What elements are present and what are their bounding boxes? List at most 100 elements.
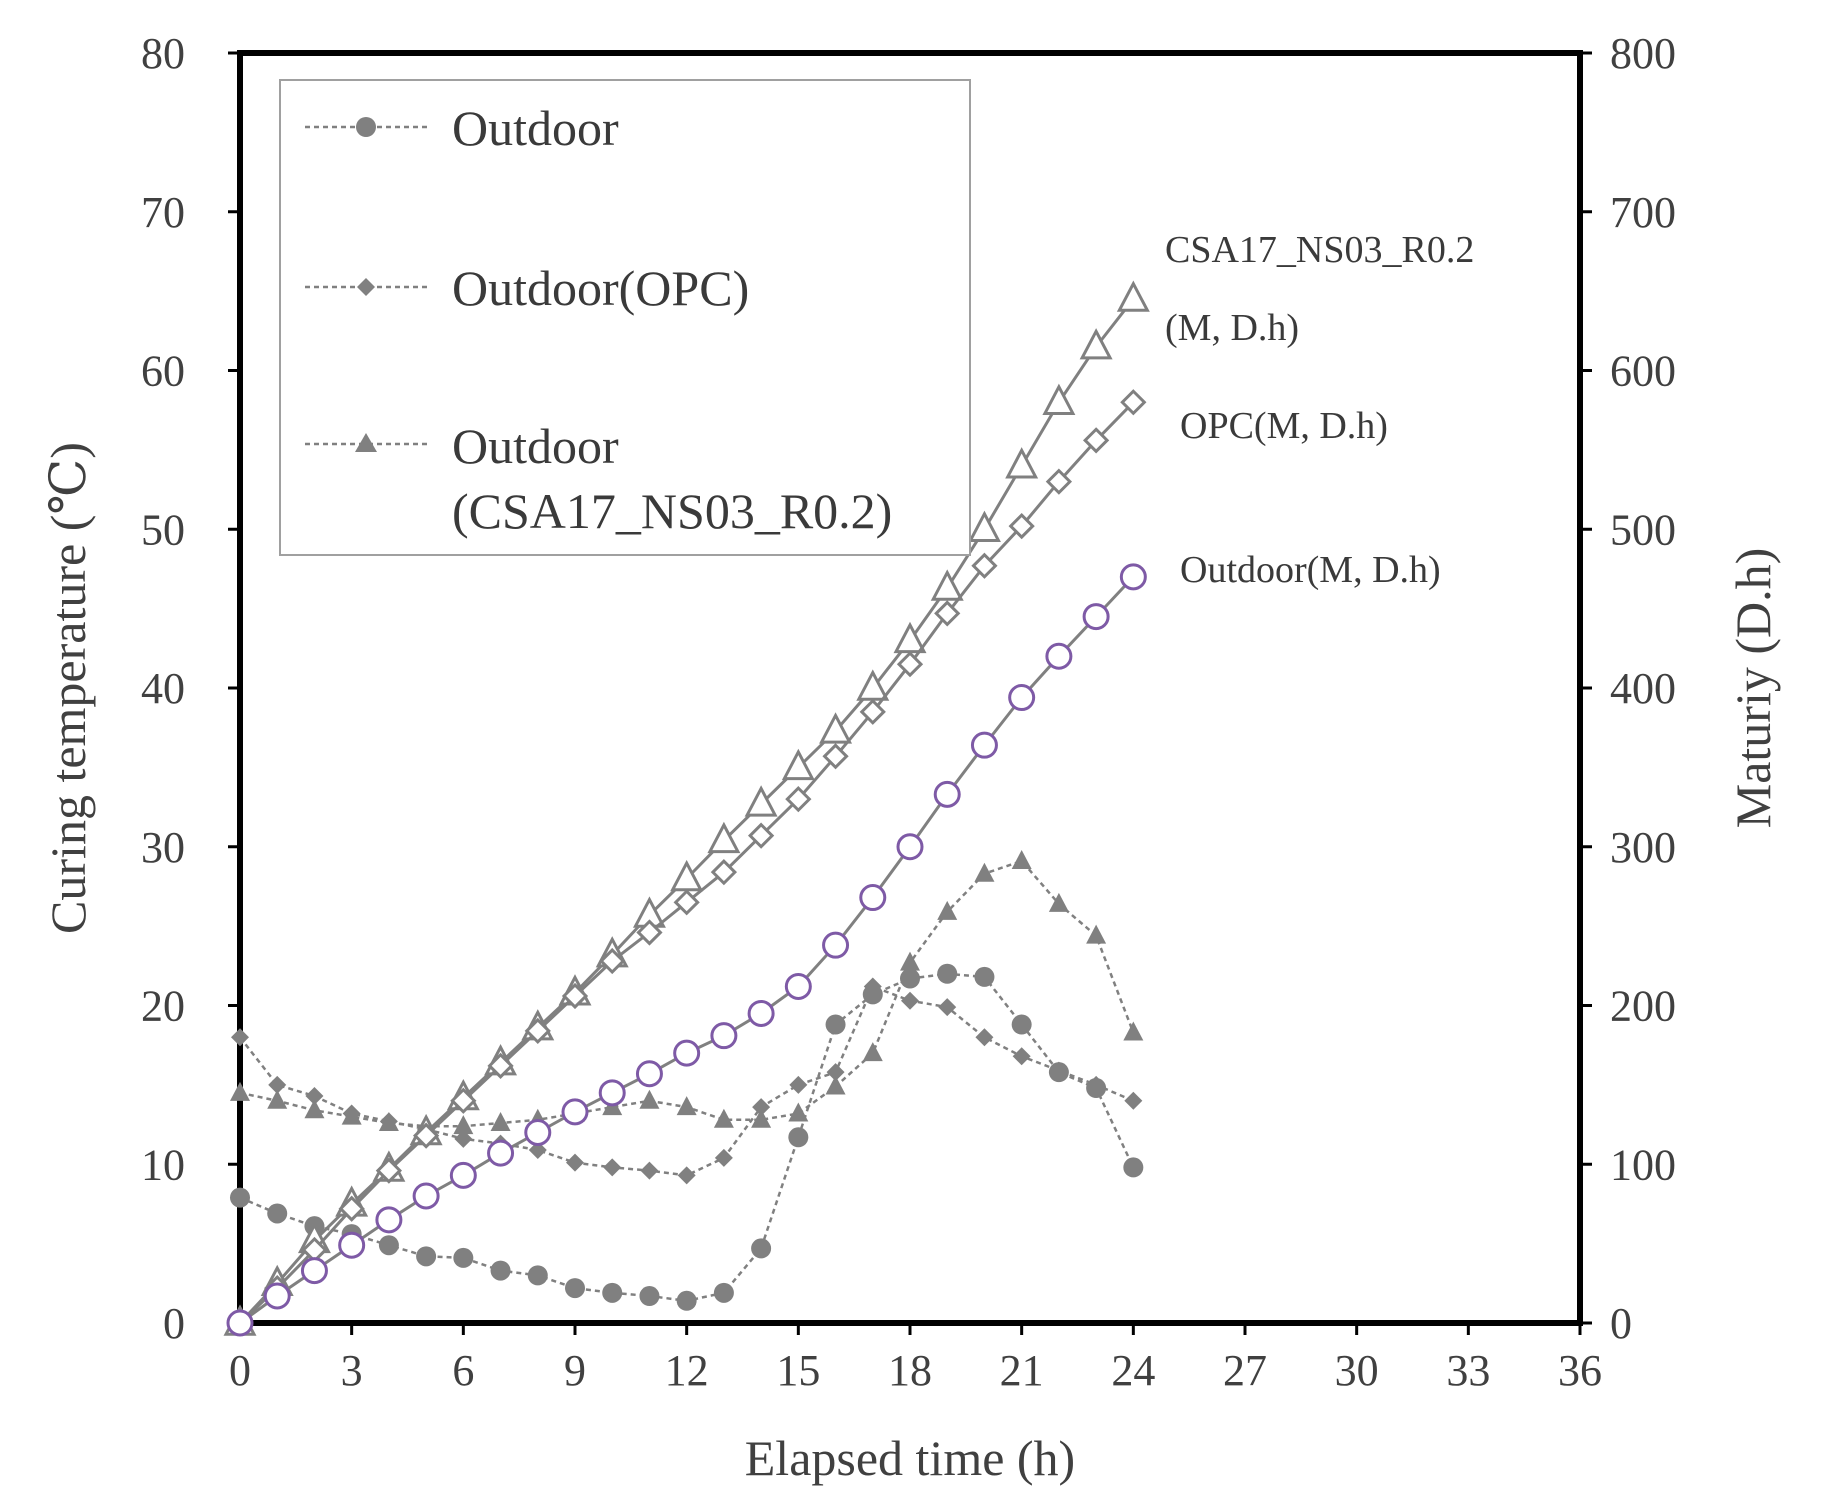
- series-5-point: [970, 731, 998, 759]
- legend-marker-triangle: [355, 433, 377, 452]
- series-1-point: [975, 1028, 994, 1047]
- series-2-point: [1048, 892, 1069, 912]
- series-1-point: [714, 1148, 733, 1167]
- series-3-point: [1042, 383, 1076, 415]
- series-2-point: [825, 1075, 846, 1095]
- series-4-point: [1120, 389, 1147, 416]
- series-4-point: [1045, 468, 1073, 495]
- series-layer: [223, 280, 1150, 1337]
- y-right-tick-label: 600: [1610, 347, 1676, 396]
- series-3-point: [1005, 447, 1039, 479]
- series-1-point: [677, 1166, 696, 1185]
- series-5-point: [635, 1060, 663, 1088]
- series-3-point: [930, 569, 964, 601]
- series-1-point: [826, 1063, 845, 1082]
- series-2-point: [788, 1102, 809, 1122]
- series-5-point: [896, 833, 924, 861]
- series-4-point: [785, 786, 812, 813]
- series-5-point: [1008, 684, 1036, 712]
- series-1-point: [305, 1086, 324, 1105]
- series-0-point: [267, 1203, 288, 1224]
- series-4-point: [636, 919, 663, 946]
- x-tick-label: 9: [564, 1346, 586, 1395]
- series-3-point: [1079, 328, 1113, 360]
- x-tick-label: 18: [888, 1346, 932, 1395]
- series-1-point: [1049, 1061, 1068, 1080]
- series-2-point: [230, 1081, 250, 1101]
- series-2-point: [639, 1089, 660, 1109]
- series-2-point: [937, 900, 958, 920]
- series-5-point: [747, 999, 775, 1027]
- annotations: CSA17_NS03_R0.2 (M, D.h) OPC(M, D.h) Out…: [1165, 229, 1474, 591]
- series-5-point: [933, 780, 961, 808]
- series-0-point: [788, 1127, 809, 1148]
- legend-entry-outdoor: Outdoor: [305, 100, 619, 156]
- series-5-point: [710, 1022, 738, 1050]
- x-tick-label: 33: [1446, 1346, 1490, 1395]
- series-4-point: [599, 947, 626, 975]
- series-2-point: [1123, 1021, 1144, 1041]
- series-4-point: [338, 1195, 365, 1222]
- series-5-point: [449, 1161, 477, 1189]
- x-tick-label: 36: [1558, 1346, 1602, 1395]
- series-1-point: [1124, 1091, 1143, 1110]
- series-5-point: [859, 884, 887, 912]
- series-4-point: [524, 1017, 551, 1045]
- series-4-point: [822, 743, 849, 770]
- series-5-point: [1119, 563, 1147, 591]
- series-4-point: [747, 822, 775, 849]
- series-1-point: [1012, 1047, 1031, 1066]
- series-1: [231, 977, 1143, 1185]
- series-2-point: [713, 1108, 734, 1128]
- y-right-tick-label: 500: [1610, 505, 1676, 554]
- series-5-point: [1082, 603, 1110, 631]
- series-2-point: [490, 1111, 511, 1131]
- series-5-point: [412, 1182, 440, 1210]
- y-left-tick-label: 50: [141, 505, 185, 554]
- x-tick-label: 24: [1111, 1346, 1155, 1395]
- series-0-point: [751, 1238, 772, 1259]
- ticks-layer: 0 3 6 9 12 15 18 21 24 27 30 33 36010203040506070800…: [141, 29, 1676, 1395]
- series-3-point: [744, 785, 778, 817]
- series-1-point: [603, 1158, 622, 1177]
- legend-label-outdoor-csa-line1: Outdoor: [452, 418, 619, 474]
- series-3-point: [967, 510, 1001, 542]
- legend-label-outdoor-csa-line2: (CSA17_NS03_R0.2): [452, 483, 892, 539]
- series-0-point: [1011, 1014, 1032, 1035]
- series-0-point: [1123, 1157, 1144, 1178]
- series-2-point: [453, 1115, 474, 1135]
- series-2: [230, 850, 1144, 1135]
- series-4-point: [859, 698, 886, 725]
- x-tick-label: 21: [1000, 1346, 1044, 1395]
- legend-entry-outdoor-csa: Outdoor (CSA17_NS03_R0.2): [305, 418, 892, 539]
- series-2-point: [341, 1105, 362, 1125]
- series-5-point: [598, 1079, 626, 1107]
- series-1-point: [454, 1129, 473, 1148]
- series-5-point: [784, 972, 812, 1000]
- series-1-point: [1087, 1075, 1106, 1094]
- y-right-tick-label: 800: [1610, 29, 1676, 78]
- y-left-tick-label: 60: [141, 347, 185, 396]
- series-4-point: [450, 1087, 477, 1114]
- series-3-point: [707, 821, 741, 854]
- series-0-point: [900, 968, 920, 989]
- y-right-tick-label: 0: [1610, 1299, 1632, 1348]
- series-1-point: [268, 1075, 287, 1094]
- series-5-point: [375, 1206, 403, 1234]
- annotation-csa-maturity-line2: (M, D.h): [1165, 307, 1299, 349]
- series-1-line: [239, 984, 1134, 1177]
- series-5-point: [338, 1231, 366, 1259]
- series-1-point: [938, 998, 957, 1017]
- series-1-point: [789, 1075, 808, 1094]
- series-4-point: [412, 1122, 440, 1149]
- series-5-point: [673, 1039, 701, 1067]
- series-2-point: [1086, 924, 1107, 944]
- series-1-point: [901, 991, 919, 1010]
- series-4-point: [896, 651, 924, 678]
- series-5: [226, 563, 1147, 1337]
- annotation-csa-maturity-line1: CSA17_NS03_R0.2: [1165, 229, 1474, 271]
- series-5-point: [263, 1282, 291, 1310]
- legend: Outdoor Outdoor(OPC) Outdoor (CSA17_NS03…: [279, 79, 971, 556]
- series-4-point: [971, 552, 998, 579]
